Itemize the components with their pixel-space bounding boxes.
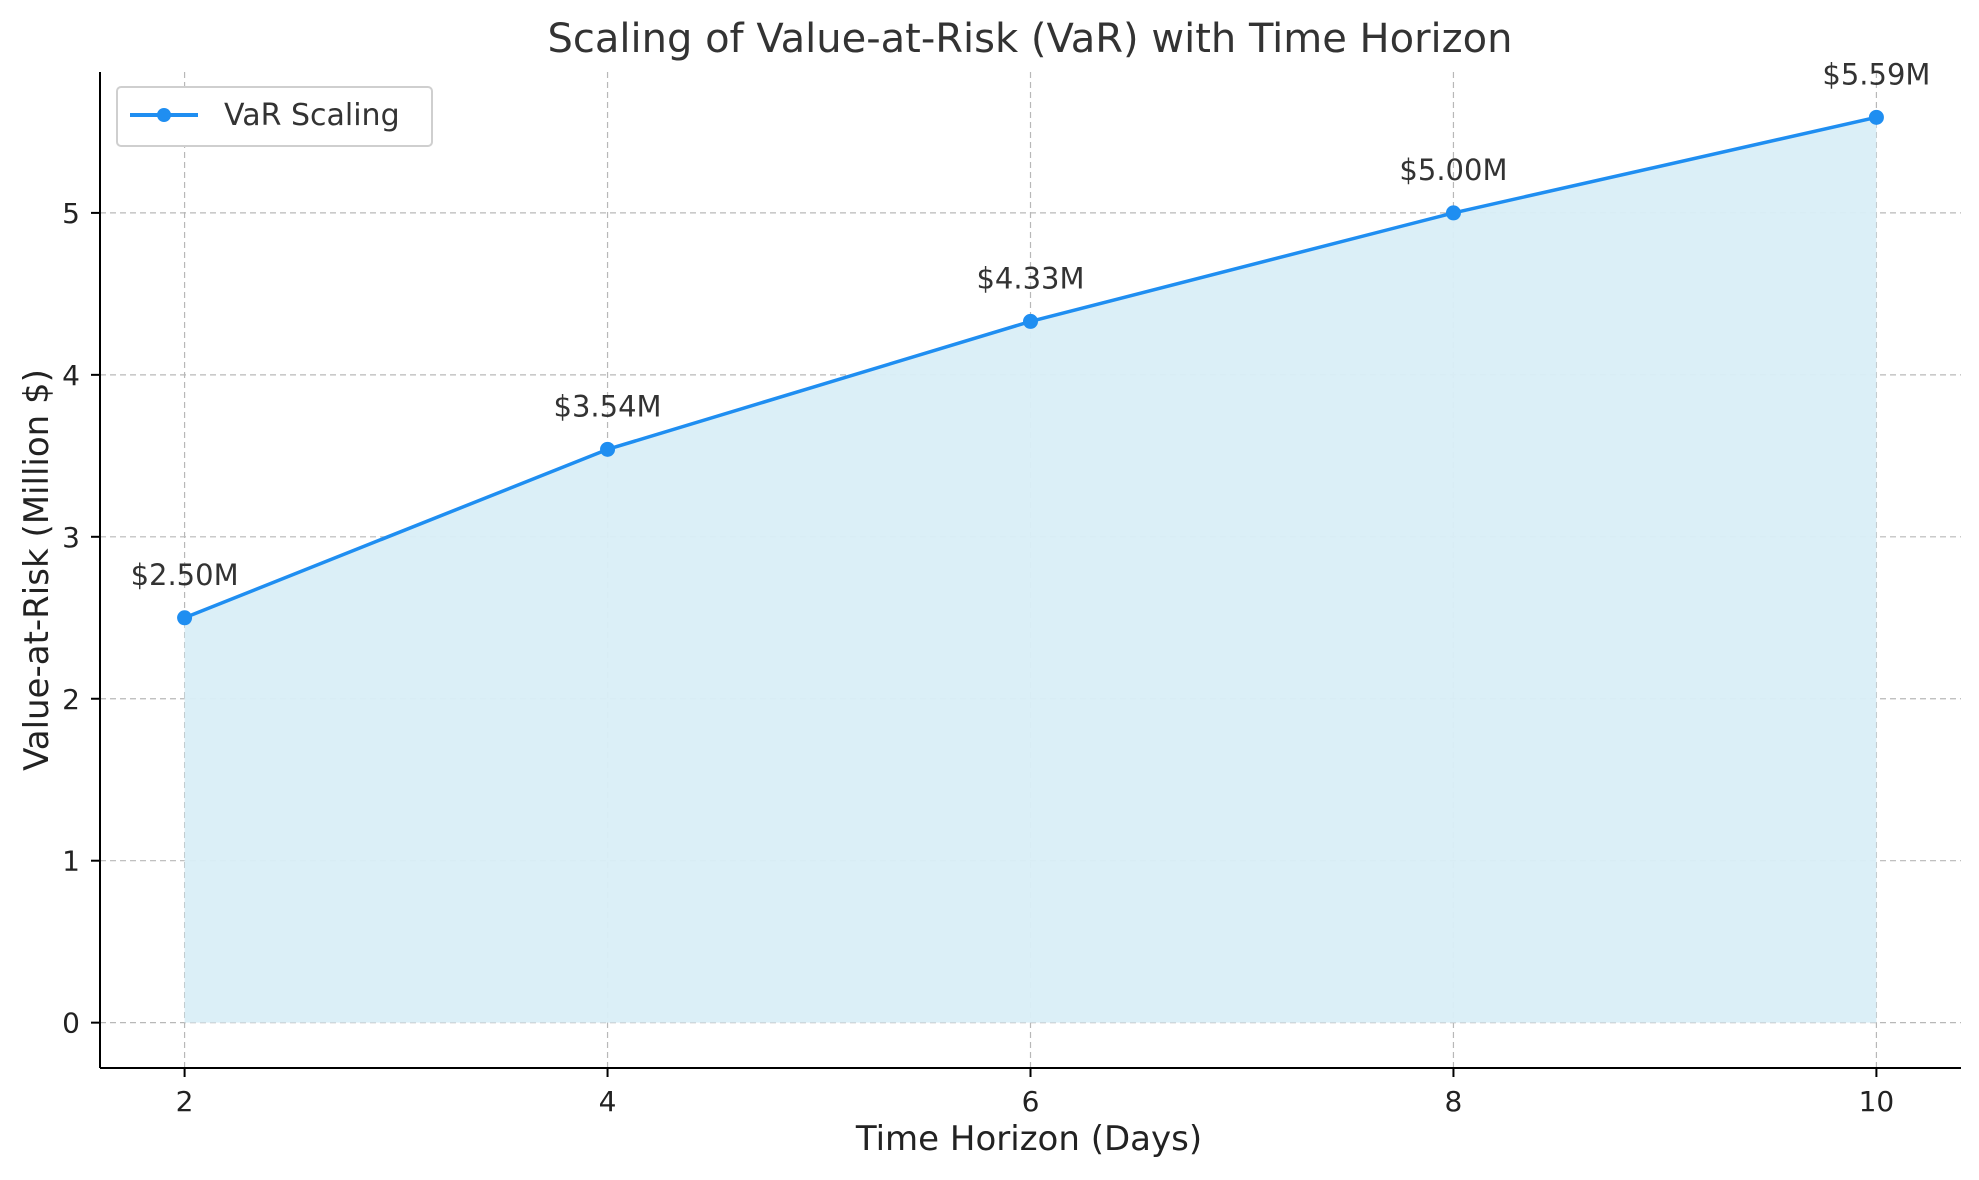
y-tick-label-5: 5 <box>62 197 80 230</box>
data-label-0: $2.50M <box>131 558 239 592</box>
data-labels-layer: $2.50M $3.54M $4.33M $5.00M $5.59M <box>131 57 1931 591</box>
x-tick-label-2: 6 <box>1022 1085 1040 1118</box>
legend-marker <box>157 108 171 122</box>
tick-labels-layer: 2 4 6 8 10 0 1 2 3 4 5 <box>62 197 1894 1118</box>
x-tick-label-3: 8 <box>1445 1085 1463 1118</box>
data-point-2 <box>1023 313 1038 329</box>
legend: VaR Scaling <box>116 86 433 147</box>
y-tick-label-1: 1 <box>62 845 80 878</box>
area-fill <box>184 117 1877 1023</box>
y-axis-label: Value-at-Risk (Million $) <box>17 369 57 771</box>
chart-title: Scaling of Value-at-Risk (VaR) with Time… <box>548 16 1513 62</box>
legend-label: VaR Scaling <box>224 98 400 133</box>
x-axis-label: Time Horizon (Days) <box>855 1119 1202 1159</box>
x-tick-label-1: 4 <box>599 1085 617 1118</box>
data-label-1: $3.54M <box>554 389 662 423</box>
data-point-0 <box>177 610 193 626</box>
y-tick-label-2: 2 <box>62 683 80 716</box>
data-label-3: $5.00M <box>1399 153 1507 187</box>
data-points-layer <box>177 109 1884 626</box>
data-label-4: $5.59M <box>1822 57 1930 91</box>
y-tick-label-0: 0 <box>62 1007 80 1040</box>
legend-box <box>116 86 433 147</box>
data-point-1 <box>600 441 616 457</box>
y-tick-label-4: 4 <box>62 359 80 392</box>
data-label-2: $4.33M <box>976 261 1084 295</box>
x-tick-label-0: 2 <box>176 1085 194 1118</box>
data-point-3 <box>1445 205 1461 221</box>
x-tick-label-4: 10 <box>1859 1085 1895 1118</box>
y-tick-label-3: 3 <box>62 521 80 554</box>
data-point-4 <box>1868 109 1884 125</box>
